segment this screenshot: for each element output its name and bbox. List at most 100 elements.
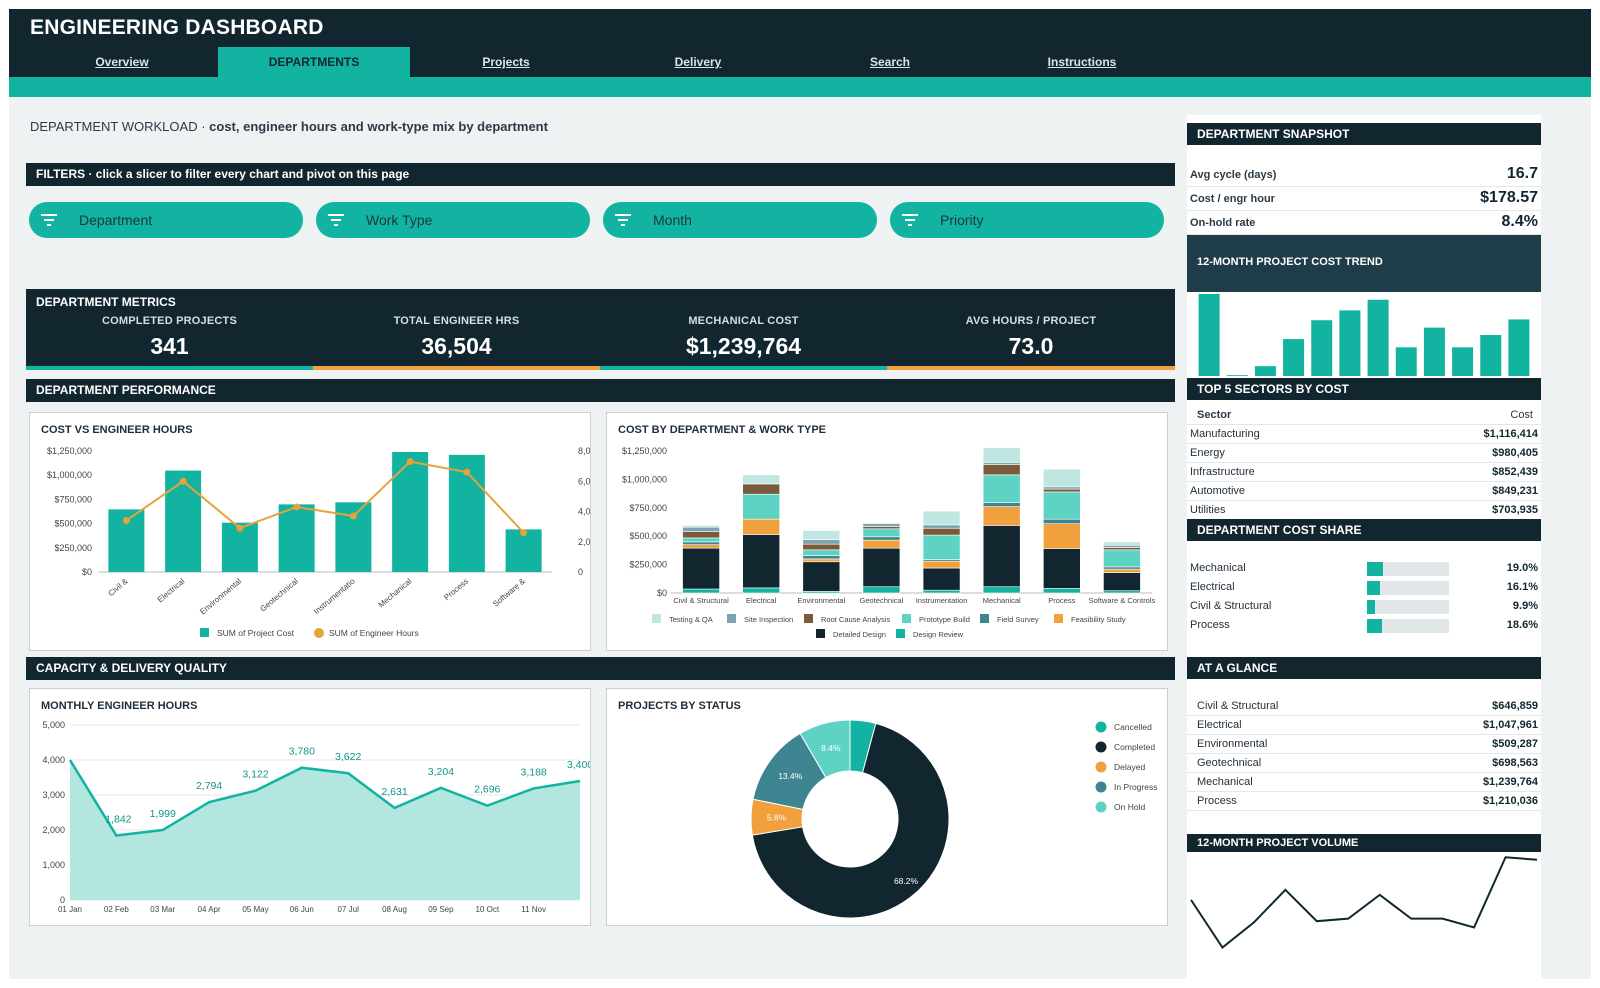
tab-projects[interactable]: Projects (482, 55, 530, 69)
bar-segment (802, 539, 841, 545)
series-line (1190, 856, 1538, 949)
tab-search[interactable]: Search (869, 55, 911, 69)
bar-segment (682, 531, 720, 539)
bar-segment (1043, 488, 1081, 493)
sector-cost: $980,405 (1492, 447, 1538, 459)
cost-share-row: Process 18.6% (1187, 616, 1541, 635)
bar-segment (802, 558, 841, 563)
bar-segment (1043, 491, 1081, 520)
projects-status-chart: 68.2% 5.8% 13.4% 8.4% Cancelled Completed Dela… (750, 719, 1157, 919)
filter-icon (328, 214, 344, 226)
tab-departments[interactable]: DEPARTMENTS (218, 47, 410, 77)
series-line (125, 460, 525, 534)
cost-vs-hours-panel: COST VS ENGINEER HOURS $0 $250,000 $500,00… (29, 412, 591, 651)
bar-segment (802, 530, 841, 540)
glance-label: Geotechnical (1197, 757, 1262, 769)
data-label: 3,188 (520, 766, 546, 778)
y2-tick-label: 0 (578, 567, 583, 577)
data-label: 3,622 (335, 751, 361, 763)
bar-segment (982, 502, 1021, 507)
table-row: Civil & Structural $646,859 (1187, 697, 1541, 716)
filter-icon (615, 214, 631, 226)
y-tick-label: $500,000 (629, 531, 667, 541)
bar (1452, 347, 1474, 376)
x-tick-label: Civil & (107, 576, 131, 598)
kpi-mechanical-cost: MECHANICAL COST $1,239,764 (600, 309, 887, 370)
bar-segment (982, 525, 1021, 588)
bar-segment (922, 589, 961, 594)
page-subtitle: cost, engineer hours and work-type mix b… (209, 119, 548, 134)
pie-slice (799, 719, 851, 779)
bar-segment (982, 474, 1021, 503)
bar-segment (862, 586, 901, 594)
legend-label: Delayed (1114, 762, 1145, 772)
bar-segment (802, 549, 841, 556)
sector-name: Manufacturing (1190, 428, 1260, 440)
bar (392, 451, 429, 572)
cost-share-value: 9.9% (1512, 600, 1538, 612)
legend-swatch (652, 614, 661, 623)
cost-share-fill (1367, 619, 1383, 633)
cost-share-label: Civil & Structural (1190, 600, 1272, 612)
legend-label: In Progress (1114, 782, 1157, 792)
cost-share-fill (1367, 581, 1381, 595)
legend-label: Completed (1114, 742, 1155, 752)
table-row: Geotechnical $698,563 (1187, 754, 1541, 773)
bar-segment (1043, 486, 1081, 490)
chart-title: COST BY DEPARTMENT & WORK TYPE (618, 424, 826, 436)
filters-title: FILTERS (36, 167, 86, 181)
y-tick-label: $0 (657, 588, 667, 598)
chart-title: COST VS ENGINEER HOURS (41, 424, 193, 436)
x-tick-label: Instrumentation (916, 596, 968, 605)
top-sectors-header: TOP 5 SECTORS BY COST (1187, 378, 1541, 400)
legend-label: Field Survey (997, 615, 1039, 624)
main-content: DEPARTMENT WORKLOAD · cost, engineer hou… (9, 97, 1591, 979)
project-volume-header: 12-MONTH PROJECT VOLUME (1187, 834, 1541, 852)
y-tick-label: $1,250,000 (622, 446, 667, 456)
snapshot-row: Avg cycle (days) 16.7 (1187, 163, 1541, 187)
title-bar: ENGINEERING DASHBOARD (9, 9, 1591, 47)
x-tick-label: Geotechnical (258, 576, 300, 613)
tab-instructions[interactable]: Instructions (1047, 55, 1117, 69)
x-tick-label: Software & Controls (1089, 596, 1156, 605)
bar-segment (862, 547, 901, 588)
bar-segment (742, 534, 780, 589)
cost-share-track (1367, 619, 1449, 633)
sector-cost: $1,116,414 (1483, 428, 1538, 440)
cost-vs-hours-chart: $0 $250,000 $500,000 $750,000 $1,000,000 $1,2… (47, 446, 590, 638)
legend-swatch (804, 614, 813, 623)
metrics-title: DEPARTMENT METRICS (36, 295, 176, 309)
cost-share-row: Mechanical 19.0% (1187, 559, 1541, 578)
snapshot-label: On-hold rate (1190, 217, 1256, 229)
table-row: Electrical $1,047,961 (1187, 716, 1541, 735)
x-tick-label: Mechanical (377, 576, 414, 609)
glance-label: Process (1197, 795, 1237, 807)
bar-segment (982, 462, 1021, 465)
legend-label: Testing & QA (669, 615, 713, 624)
slicer-priority[interactable]: Priority (890, 202, 1164, 238)
line-point (349, 512, 357, 520)
y-tick-label: 0 (60, 895, 65, 905)
slice-label: 68.2% (894, 876, 919, 886)
bar-segment (862, 523, 901, 527)
slicer-month[interactable]: Month (603, 202, 877, 238)
bar-segment (682, 537, 720, 543)
slicer-work-type[interactable]: Work Type (316, 202, 590, 238)
bar-segment (742, 474, 780, 485)
cost-share-label: Mechanical (1190, 562, 1246, 574)
tab-delivery[interactable]: Delivery (674, 55, 722, 69)
glance-value: $1,210,036 (1482, 795, 1538, 807)
snapshot-label: Cost / engr hour (1190, 193, 1275, 205)
bar (1311, 320, 1333, 376)
line-point (122, 517, 130, 525)
glance-label: Environmental (1197, 738, 1268, 750)
x-tick-label: Environmental (797, 596, 845, 605)
bar-segment (982, 586, 1021, 594)
bar-segment (922, 510, 961, 526)
bar-segment (1103, 566, 1141, 570)
slicer-department[interactable]: Department (29, 202, 303, 238)
x-tick-label: Process (1048, 596, 1075, 605)
y-tick-label: 5,000 (42, 720, 65, 730)
tab-overview[interactable]: Overview (95, 55, 149, 69)
y2-tick-label: 2,000 (578, 537, 590, 547)
